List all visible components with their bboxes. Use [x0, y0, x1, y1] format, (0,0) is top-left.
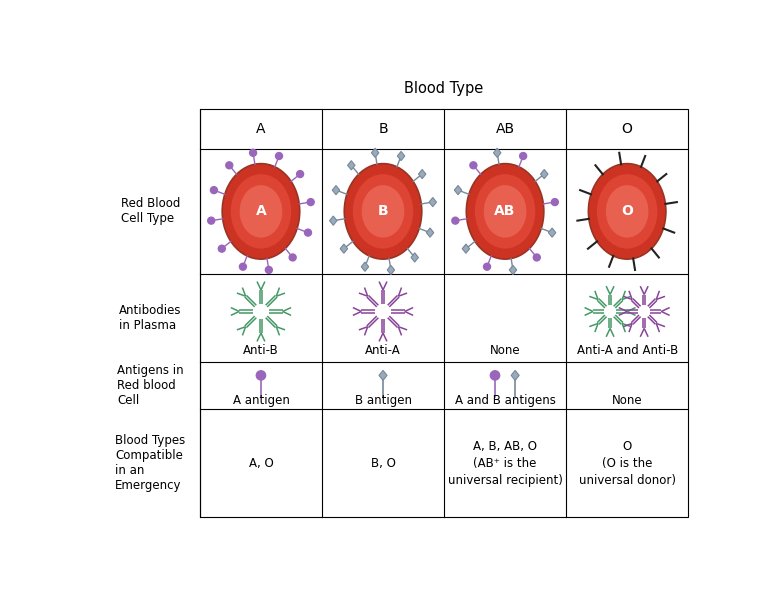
Polygon shape [548, 228, 556, 237]
Text: B antigen: B antigen [355, 394, 412, 407]
Text: A: A [255, 205, 266, 218]
Text: A, B, AB, O
(AB⁺ is the
universal recipient): A, B, AB, O (AB⁺ is the universal recipi… [448, 440, 562, 487]
Text: Anti-A and Anti-B: Anti-A and Anti-B [576, 344, 678, 357]
Polygon shape [348, 161, 355, 170]
Polygon shape [398, 151, 405, 161]
Polygon shape [494, 148, 501, 157]
Circle shape [519, 152, 526, 160]
Circle shape [483, 263, 490, 270]
Polygon shape [387, 265, 394, 275]
Text: Anti-B: Anti-B [243, 344, 279, 357]
Ellipse shape [353, 174, 413, 248]
Ellipse shape [466, 164, 544, 259]
Ellipse shape [588, 164, 666, 259]
Text: A, O: A, O [248, 457, 273, 470]
Bar [200, 109, 688, 517]
Circle shape [256, 371, 266, 380]
Text: B: B [378, 205, 388, 218]
Text: AB: AB [495, 122, 515, 136]
Ellipse shape [362, 185, 405, 238]
Text: A antigen: A antigen [233, 394, 290, 407]
Polygon shape [411, 253, 419, 262]
Circle shape [210, 187, 217, 194]
Text: Anti-A: Anti-A [366, 344, 401, 357]
Polygon shape [540, 169, 548, 179]
Polygon shape [455, 185, 462, 195]
Polygon shape [330, 216, 337, 225]
Circle shape [289, 254, 296, 261]
Text: A and B antigens: A and B antigens [455, 394, 555, 407]
Polygon shape [379, 370, 387, 380]
Circle shape [452, 217, 458, 224]
Text: O: O [621, 205, 633, 218]
Circle shape [219, 245, 225, 252]
Polygon shape [429, 197, 437, 207]
Polygon shape [341, 244, 348, 253]
Ellipse shape [230, 174, 291, 248]
Text: B, O: B, O [370, 457, 395, 470]
Polygon shape [462, 244, 469, 253]
Text: O: O [622, 122, 633, 136]
Text: None: None [612, 394, 643, 407]
Text: AB: AB [494, 205, 515, 218]
Polygon shape [509, 265, 517, 275]
Text: Blood Types
Compatible
in an
Emergency: Blood Types Compatible in an Emergency [116, 434, 185, 492]
Polygon shape [426, 228, 433, 237]
Text: A: A [256, 122, 266, 136]
Circle shape [307, 199, 314, 206]
Circle shape [266, 266, 273, 274]
Ellipse shape [344, 164, 422, 259]
Circle shape [533, 254, 540, 261]
Circle shape [297, 170, 304, 178]
Text: Antigens in
Red blood
Cell: Antigens in Red blood Cell [117, 364, 184, 407]
Text: None: None [490, 344, 520, 357]
Circle shape [250, 149, 257, 156]
Polygon shape [372, 148, 379, 157]
Polygon shape [511, 370, 519, 380]
Circle shape [490, 371, 500, 380]
Ellipse shape [240, 185, 282, 238]
Circle shape [276, 152, 283, 160]
Text: Blood Type: Blood Type [405, 82, 483, 97]
Ellipse shape [597, 174, 658, 248]
Polygon shape [419, 169, 426, 179]
Text: O
(O is the
universal donor): O (O is the universal donor) [579, 440, 676, 487]
Circle shape [208, 217, 215, 224]
Ellipse shape [223, 164, 300, 259]
Text: Red Blood
Cell Type: Red Blood Cell Type [120, 197, 180, 226]
Text: Antibodies
in Plasma: Antibodies in Plasma [119, 304, 181, 332]
Ellipse shape [475, 174, 535, 248]
Ellipse shape [483, 185, 526, 238]
Text: B: B [378, 122, 388, 136]
Polygon shape [332, 185, 340, 195]
Circle shape [305, 229, 312, 236]
Ellipse shape [606, 185, 648, 238]
Circle shape [470, 162, 477, 169]
Polygon shape [362, 262, 369, 271]
Circle shape [240, 263, 246, 270]
Circle shape [226, 162, 233, 169]
Circle shape [551, 199, 558, 206]
